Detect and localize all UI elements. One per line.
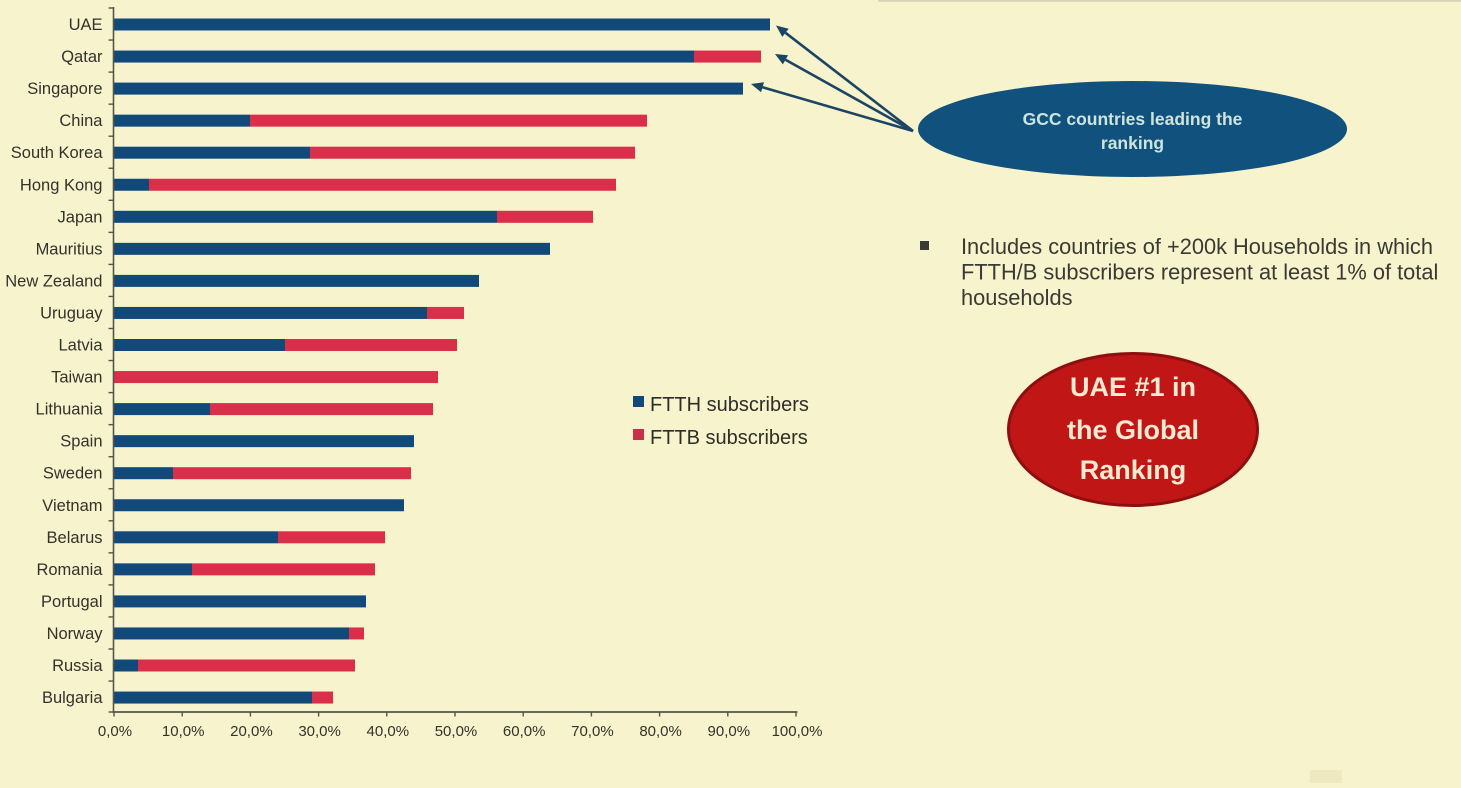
- svg-text:UAE #1 in: UAE #1 in: [1070, 372, 1196, 402]
- svg-text:80,0%: 80,0%: [639, 723, 682, 740]
- svg-text:90,0%: 90,0%: [708, 723, 751, 740]
- svg-text:households: households: [961, 285, 1073, 310]
- svg-text:100,0%: 100,0%: [772, 723, 823, 740]
- svg-text:50,0%: 50,0%: [435, 723, 478, 740]
- svg-text:FTTH subscribers: FTTH subscribers: [650, 394, 809, 416]
- svg-text:UAE: UAE: [69, 16, 103, 34]
- svg-text:FTTH/B subscribers represent a: FTTH/B subscribers represent at least 1%…: [961, 260, 1438, 285]
- svg-text:New Zealand: New Zealand: [5, 272, 102, 290]
- svg-text:Uruguay: Uruguay: [40, 304, 103, 322]
- svg-text:Spain: Spain: [60, 433, 102, 451]
- svg-text:Singapore: Singapore: [27, 80, 102, 98]
- svg-text:30,0%: 30,0%: [298, 723, 341, 740]
- svg-text:ranking: ranking: [1101, 133, 1164, 153]
- svg-text:Qatar: Qatar: [61, 48, 103, 66]
- svg-text:the Global: the Global: [1067, 415, 1199, 445]
- svg-text:Lithuania: Lithuania: [36, 401, 104, 419]
- svg-text:Norway: Norway: [47, 625, 104, 643]
- svg-text:Sweden: Sweden: [43, 465, 103, 483]
- svg-text:0,0%: 0,0%: [98, 723, 132, 740]
- svg-text:Bulgaria: Bulgaria: [42, 689, 103, 707]
- svg-text:South Korea: South Korea: [11, 144, 104, 162]
- svg-text:40,0%: 40,0%: [367, 723, 410, 740]
- svg-text:20,0%: 20,0%: [230, 723, 273, 740]
- svg-text:FTTB subscribers: FTTB subscribers: [650, 427, 808, 449]
- svg-text:China: China: [59, 112, 103, 130]
- svg-text:70,0%: 70,0%: [571, 723, 614, 740]
- svg-text:60,0%: 60,0%: [503, 723, 546, 740]
- svg-text:Mauritius: Mauritius: [36, 240, 103, 258]
- svg-text:Latvia: Latvia: [58, 337, 103, 355]
- svg-text:GCC countries leading the: GCC countries leading the: [1023, 109, 1243, 129]
- svg-text:Vietnam: Vietnam: [42, 497, 102, 515]
- svg-text:Russia: Russia: [52, 657, 103, 675]
- svg-text:Taiwan: Taiwan: [51, 369, 102, 387]
- svg-text:10,0%: 10,0%: [162, 723, 205, 740]
- svg-text:Hong Kong: Hong Kong: [20, 176, 103, 194]
- svg-text:Portugal: Portugal: [41, 593, 102, 611]
- svg-text:Includes countries of +200k Ho: Includes countries of +200k Households i…: [961, 234, 1433, 259]
- svg-text:Japan: Japan: [58, 208, 103, 226]
- svg-text:Belarus: Belarus: [47, 529, 103, 547]
- svg-text:Ranking: Ranking: [1080, 455, 1187, 485]
- svg-text:Romania: Romania: [36, 561, 103, 579]
